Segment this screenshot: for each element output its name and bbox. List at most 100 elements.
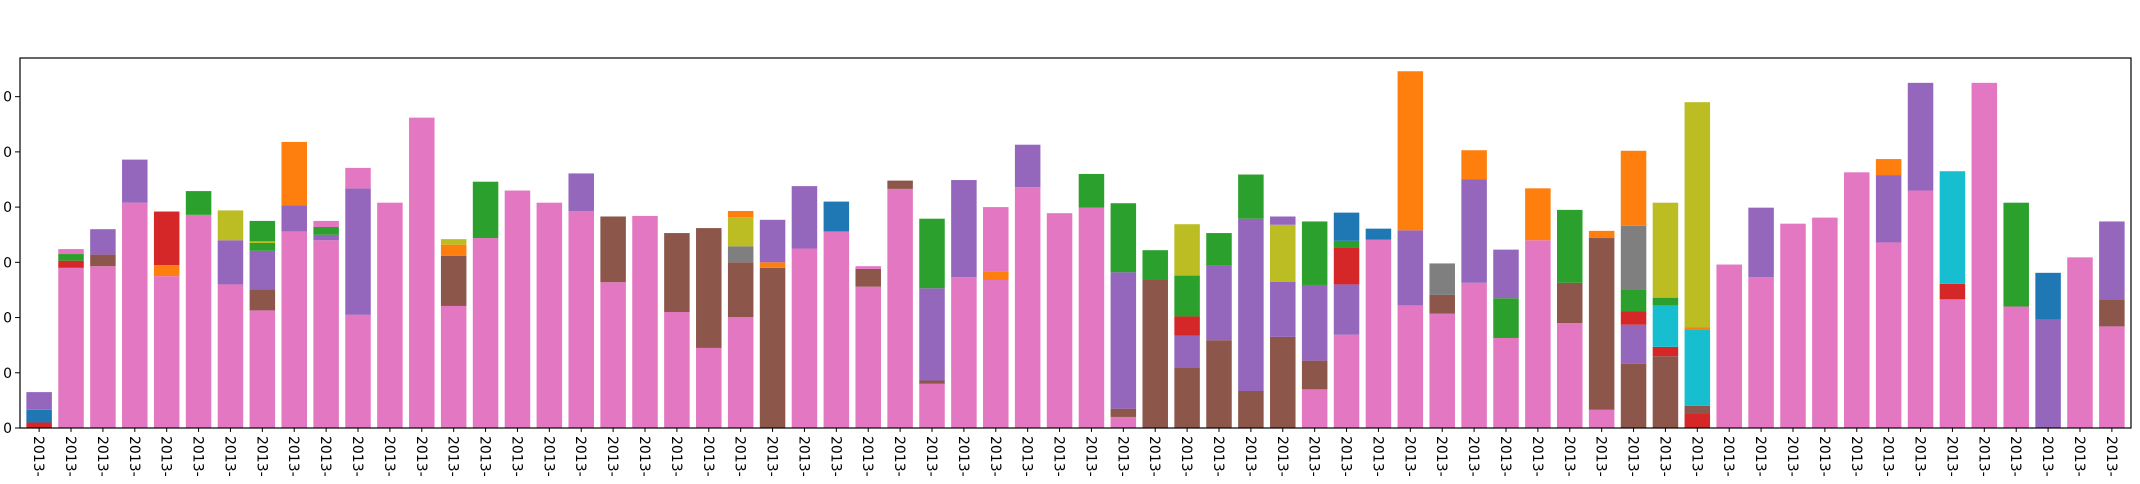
bar-segment-gray [1429,263,1455,295]
bar-segment-olive [1270,224,1296,282]
plot-frame [19,57,2132,429]
bar-segment-green [1142,250,1168,280]
x-tick-label: 2013- [445,436,461,477]
bar-segment-cyan [1939,171,1966,284]
bar-segment-pink [568,210,594,428]
bar-segment-orange [1588,230,1615,239]
bar-segment-blue [1365,228,1392,240]
x-tick-label: 2013- [700,436,716,477]
bar-segment-brown [1588,238,1615,410]
bar-segment-cyan [1652,305,1679,347]
bar-segment-pink [122,202,148,428]
bar-segment-green [185,191,212,215]
bar-segment-pink [345,314,371,428]
bar-segment-pink [1716,264,1742,428]
bar-segment-pink [153,276,180,428]
x-tick-label: 2013- [1561,436,1577,477]
y-tick-label: 0 [3,90,12,106]
x-tick-label: 2013- [955,436,971,477]
bar-segment-pink [1588,409,1615,428]
plot-area-background [20,58,2131,428]
bar-segment-pink [1333,334,1360,428]
bar-segment-pink [536,202,563,428]
bar-segment-pink [504,190,531,428]
bar-segment-green [1238,174,1264,219]
x-tick-label: 2013- [508,436,524,477]
x-tick-label: 2013- [636,436,652,477]
bar-segment-pink [2003,306,2029,428]
bar-segment-green [58,254,84,261]
bar-segment-brown [1557,282,1583,324]
x-tick-label: 2013- [859,436,875,477]
bar-segment-pink [1301,389,1328,428]
bar-segment-purple [1493,249,1519,299]
x-tick-label: 2013- [891,436,907,477]
x-tick-label: 2013- [1752,436,1768,477]
x-tick-label: 2013- [30,436,46,477]
x-tick-label: 2013- [1114,436,1130,477]
bar-segment-brown [1429,294,1455,314]
bar-segment-pink [1046,213,1073,428]
bar-segment-red [1684,413,1711,428]
bar-segment-red [153,211,180,266]
bar-segment-pink [1461,282,1487,428]
x-tick-label: 2013- [987,436,1003,477]
bar-segment-pink [1110,416,1137,428]
x-tick-label: 2013- [1242,436,1258,477]
bar-segment-pink [696,347,722,428]
bar-segment-pink [951,277,977,428]
bar-segment-brown [90,254,116,267]
bar-segment-pink [2067,257,2093,428]
bar-segment-purple [2099,221,2125,300]
bar-segment-brown [1301,360,1328,390]
bar-segment-pink [855,286,881,428]
y-tick-label: 0 [3,200,12,216]
bar-segment-orange [1525,188,1551,241]
bar-segment-pink [2099,326,2125,428]
bar-segment-purple [1206,265,1232,341]
bar-segment-pink [1939,299,1966,428]
bar-segment-brown [1238,391,1264,428]
x-tick-label: 2013- [253,436,269,477]
bar-segment-green [1333,240,1360,248]
x-tick-label: 2013- [923,436,939,477]
bar-segment-brown [440,255,467,306]
bar-segment-purple [1014,144,1041,188]
bar-segment-pink [1429,313,1455,428]
x-tick-label: 2013- [540,436,556,477]
x-axis: 2013- 2013- 2013- 2013- 2013- 2013- 2013- 2013-… [30,428,2119,477]
bar-segment-purple [919,288,945,381]
bar-segment-pink [1557,323,1583,428]
y-tick-label: 0 [3,145,12,161]
bar-segment-brown [1142,279,1168,428]
bar-segment-purple [1748,207,1774,278]
bar-segment-orange [1461,150,1487,180]
bar-segment-purple [1620,324,1647,364]
x-tick-label: 2013- [827,436,843,477]
x-tick-label: 2013- [1848,436,1864,477]
bar-segment-pink [727,317,754,428]
bar-segment-pink [58,267,84,428]
x-tick-label: 2013- [1656,436,1672,477]
bar-segment-pink [823,231,850,428]
x-tick-label: 2013- [795,436,811,477]
bar-segment-purple [1907,82,1934,191]
bar-segment-orange [759,262,786,268]
bar-segment-pink [281,231,307,428]
x-tick-label: 2013- [190,436,206,477]
x-tick-label: 2013- [1593,436,1609,477]
bar-segment-pink [983,280,1009,428]
bar-segment-brown [600,216,626,283]
bar-segment-purple [26,392,52,410]
bar-segment-brown [1620,363,1647,428]
bar-segment-olive [440,239,467,245]
x-tick-label: 2013- [572,436,588,477]
y-tick-label: 0 [3,421,12,437]
bar-segment-brown [1652,356,1679,428]
bar-segment-pink [1780,223,1806,428]
x-tick-label: 2013- [477,436,493,477]
bar-segment-green [1557,209,1583,283]
x-tick-label: 2013- [1688,436,1704,477]
bar-segment-red [1333,247,1360,285]
